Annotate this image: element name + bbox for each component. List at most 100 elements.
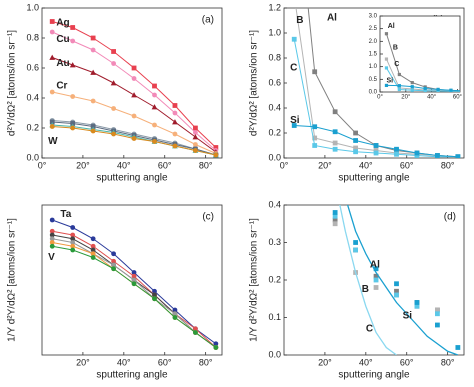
marker — [414, 153, 420, 158]
marker — [152, 288, 157, 294]
x-tick-label: 60° — [453, 95, 463, 101]
y-tick-label: 0.4 — [268, 199, 281, 209]
marker — [70, 25, 76, 30]
marker — [110, 80, 117, 86]
marker — [49, 236, 55, 242]
marker — [90, 236, 96, 242]
marker — [353, 247, 358, 253]
marker — [111, 106, 116, 111]
marker — [131, 273, 137, 279]
series-label: Si — [403, 310, 413, 321]
marker — [353, 145, 358, 151]
marker — [332, 129, 338, 135]
marker — [151, 104, 158, 110]
marker — [312, 143, 318, 148]
panel: 0° 20° 40° 60° 0.0 0.5 1.0 1.5 2.0 2.5 3.0 Al B C Si — [369, 14, 463, 101]
marker — [90, 243, 96, 249]
marker — [373, 285, 379, 290]
x-tick-label: 60° — [158, 160, 172, 170]
y-tick-label: 0.0 — [369, 90, 378, 96]
marker — [49, 240, 55, 245]
marker — [353, 240, 358, 245]
marker — [111, 131, 116, 137]
marker — [397, 72, 401, 77]
x-tick-label: 40° — [359, 357, 373, 367]
x-tick-label: 80° — [441, 160, 455, 170]
marker — [90, 69, 97, 75]
marker — [373, 148, 379, 153]
x-tick-label: 20° — [76, 357, 90, 367]
x-tick-label: 60° — [158, 357, 172, 367]
marker — [49, 228, 55, 234]
marker — [410, 81, 414, 85]
y-tick-label: 3.0 — [369, 14, 378, 20]
y-tick-label: 0.3 — [268, 237, 281, 247]
panel-label: (c) — [202, 212, 214, 223]
marker — [213, 145, 219, 150]
marker — [423, 89, 427, 92]
series-label: V — [48, 252, 55, 263]
y-axis-title: d²Y/dΩ² [atoms/ion sr⁻¹] — [249, 30, 260, 136]
marker — [152, 139, 157, 144]
y-tick-label: 0.4 — [26, 92, 39, 102]
marker — [111, 262, 116, 268]
marker — [172, 307, 178, 313]
marker — [90, 98, 96, 104]
marker — [90, 255, 96, 260]
x-tick-label: 80° — [441, 357, 455, 367]
x-tick-label: 40° — [117, 357, 131, 367]
marker — [90, 128, 96, 134]
marker — [70, 243, 76, 249]
marker — [332, 217, 338, 223]
marker — [414, 150, 420, 156]
series-label: Cu — [56, 34, 69, 45]
marker — [193, 142, 198, 147]
marker — [397, 87, 401, 92]
x-tick-label: 60° — [400, 160, 414, 170]
y-tick-label: 0.2 — [268, 274, 281, 284]
series-label: Cr — [56, 81, 67, 92]
marker — [111, 251, 116, 257]
series-group — [291, 8, 461, 158]
y-tick-label: 0.6 — [26, 62, 39, 72]
marker — [49, 243, 55, 249]
series-label: B — [393, 45, 398, 52]
marker — [213, 345, 219, 350]
marker — [111, 258, 116, 264]
marker — [384, 83, 389, 88]
series-label: Al — [388, 23, 395, 30]
marker — [49, 217, 55, 223]
series-group — [49, 217, 219, 350]
x-axis-title: sputtering angle — [338, 370, 410, 381]
marker — [384, 32, 389, 36]
y-axis-title: 1/Y d²Y/dΩ² [atoms/ion sr⁻¹] — [7, 218, 18, 342]
y-tick-label: 0.0 — [26, 152, 39, 162]
marker — [193, 326, 198, 332]
x-tick-label: 20° — [76, 160, 90, 170]
marker — [410, 88, 414, 92]
series-label: Ta — [60, 209, 71, 220]
marker — [172, 131, 178, 137]
y-tick-label: 1.0 — [26, 2, 39, 12]
y-tick-label: 0.1 — [268, 312, 281, 322]
marker — [373, 277, 379, 283]
marker — [49, 232, 55, 238]
y-tick-label: 1.0 — [369, 64, 378, 70]
marker — [90, 35, 96, 41]
marker — [69, 62, 76, 68]
y-tick-label: 0.8 — [26, 32, 39, 42]
x-axis-title: sputtering angle — [96, 173, 168, 184]
series-label: B — [362, 284, 369, 295]
series-label: Au — [56, 58, 69, 69]
x-axis-title: sputtering angle — [96, 370, 168, 381]
marker — [172, 315, 178, 320]
marker — [397, 84, 401, 88]
series-label: W — [48, 136, 58, 147]
marker — [291, 123, 297, 128]
x-tick-label: 0° — [38, 160, 47, 170]
panel: 0° 20° 40° 60° 80° 0.0 0.2 0.4 0.6 0.8 1.0 sputteri… — [7, 2, 223, 184]
marker — [373, 273, 379, 279]
series-line — [346, 205, 459, 355]
marker — [435, 322, 440, 328]
